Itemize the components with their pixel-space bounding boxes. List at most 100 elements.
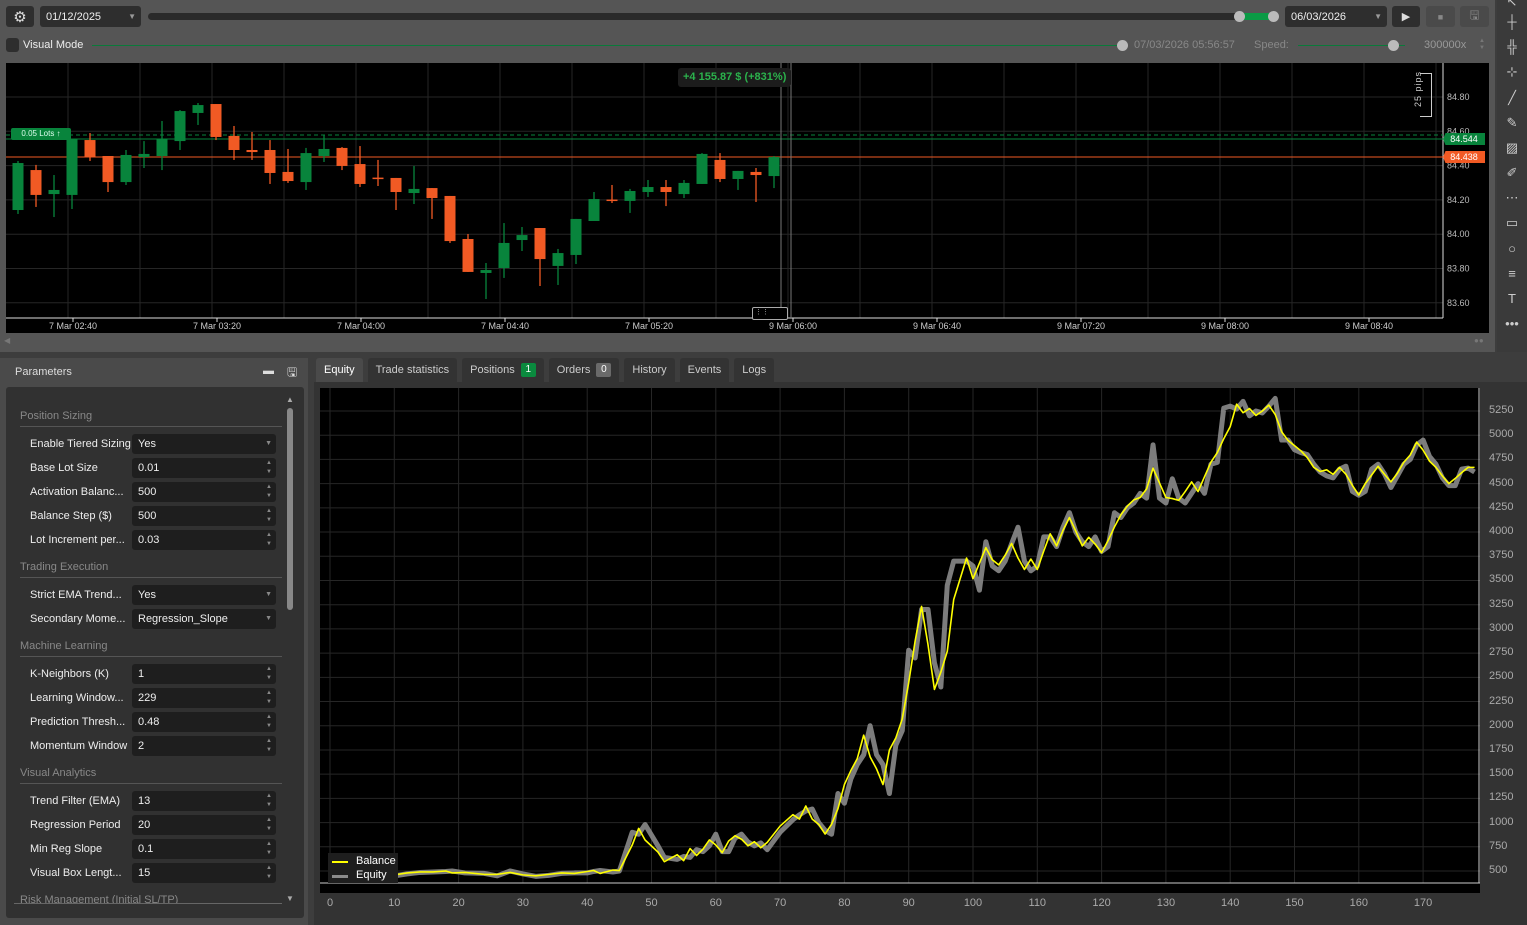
spinner-arrows-icon[interactable]: ▲ ▼ bbox=[266, 817, 272, 832]
scroll-right-icon[interactable]: ●● bbox=[1474, 336, 1484, 345]
stop-button[interactable]: ■ bbox=[1426, 6, 1455, 27]
parameter-input[interactable]: 2 ▲ ▼ bbox=[132, 736, 276, 756]
speed-handle[interactable] bbox=[1388, 40, 1399, 51]
tab-logs[interactable]: Logs bbox=[734, 358, 775, 382]
spinner-arrows-icon[interactable]: ▲ ▼ bbox=[266, 865, 272, 880]
spinner-arrows-icon[interactable]: ▲ ▼ bbox=[266, 714, 272, 729]
tab-count-badge: 1 bbox=[520, 363, 536, 377]
visual-progress-handle[interactable] bbox=[1117, 40, 1128, 51]
tab-equity[interactable]: Equity bbox=[316, 358, 363, 382]
chart-horizontal-scrollbar[interactable]: ◀ ●● bbox=[0, 336, 1495, 348]
more-icon[interactable]: ••• bbox=[1505, 316, 1519, 331]
parameter-label: Learning Window... bbox=[30, 692, 124, 704]
parameters-scrollbar-thumb[interactable] bbox=[287, 408, 293, 610]
candle-body bbox=[678, 182, 690, 195]
legend-balance-label: Balance bbox=[356, 855, 396, 867]
parameter-input[interactable]: 15 ▲ ▼ bbox=[132, 863, 276, 883]
scroll-down-icon[interactable]: ▼ bbox=[286, 894, 294, 903]
parameter-input[interactable]: 0.48 ▲ ▼ bbox=[132, 712, 276, 732]
start-date-dropdown[interactable]: 01/12/2025 ▼ bbox=[40, 6, 141, 27]
candle-body bbox=[264, 149, 276, 173]
spinner-arrows-icon[interactable]: ▲ ▼ bbox=[266, 690, 272, 705]
spinner-arrows-icon[interactable]: ▲ ▼ bbox=[266, 532, 272, 547]
time-scroll-handle[interactable]: ⋮⋮ bbox=[752, 307, 788, 320]
play-button[interactable]: ▶ bbox=[1392, 6, 1420, 27]
y-tick-label: 3250 bbox=[1489, 597, 1514, 610]
end-date-dropdown[interactable]: 06/03/2026 ▼ bbox=[1285, 6, 1387, 27]
parameter-input[interactable]: 0.1 ▲ ▼ bbox=[132, 839, 276, 859]
x-tick-label: 70 bbox=[773, 897, 787, 909]
candle-body bbox=[48, 189, 60, 195]
candle-body bbox=[444, 195, 456, 242]
scroll-left-icon[interactable]: ◀ bbox=[4, 336, 11, 345]
y-tick-label: 4750 bbox=[1489, 452, 1514, 465]
parameter-input[interactable]: 229 ▲ ▼ bbox=[132, 688, 276, 708]
parameter-input[interactable]: 1 ▲ ▼ bbox=[132, 664, 276, 684]
price-chart[interactable]: 84.80 84.60 84.40 84.20 84.00 83.80 83.60 7 Mar… bbox=[6, 63, 1489, 333]
time-tick-label: 9 Mar 06:40 bbox=[913, 321, 961, 331]
spinner-arrows-icon[interactable]: ▲ ▼ bbox=[266, 841, 272, 856]
rectangle-icon[interactable]: ▭ bbox=[1505, 215, 1519, 230]
tab-history[interactable]: History bbox=[624, 358, 675, 382]
tab-trade-statistics[interactable]: Trade statistics bbox=[367, 358, 458, 382]
period-end-handle[interactable] bbox=[1268, 11, 1279, 22]
speed-slider[interactable] bbox=[1298, 45, 1405, 46]
spinner-arrows-icon[interactable]: ▲ ▼ bbox=[266, 666, 272, 681]
cursor-box-icon[interactable]: ⊹ bbox=[1506, 64, 1518, 79]
period-slider-track[interactable] bbox=[148, 13, 1278, 20]
visual-mode-checkbox[interactable] bbox=[6, 38, 19, 52]
spinner-arrows-icon[interactable]: ▲ ▼ bbox=[266, 460, 272, 475]
text-icon[interactable]: T bbox=[1508, 291, 1516, 306]
spinner-arrows-icon[interactable]: ▲ ▼ bbox=[266, 793, 272, 808]
speed-spinner[interactable]: ▲ ▼ bbox=[1479, 38, 1485, 51]
cursor-icon[interactable]: ↖ bbox=[1506, 0, 1518, 9]
pencil-icon[interactable]: ✐ bbox=[1506, 165, 1518, 180]
parameter-select[interactable]: Yes ▼ bbox=[132, 434, 276, 454]
save-parameters-icon[interactable]: 🖫 bbox=[287, 365, 298, 379]
parameter-value: 15 bbox=[138, 867, 151, 879]
parameter-input[interactable]: 0.01 ▲ ▼ bbox=[132, 458, 276, 478]
parameter-select[interactable]: Regression_Slope ▼ bbox=[132, 609, 276, 629]
visual-progress-track[interactable] bbox=[92, 45, 1122, 46]
y-tick-label: 2000 bbox=[1489, 718, 1514, 731]
x-tick-label: 50 bbox=[645, 897, 658, 909]
hatch-icon[interactable]: ▨ bbox=[1505, 140, 1519, 155]
parameter-input[interactable]: 0.03 ▲ ▼ bbox=[132, 530, 276, 550]
parameter-label: Visual Box Lengt... bbox=[30, 867, 122, 879]
brush-icon[interactable]: ✎ bbox=[1506, 115, 1518, 130]
tab-positions[interactable]: Positions 1 bbox=[462, 358, 544, 382]
parameter-input[interactable]: 20 ▲ ▼ bbox=[132, 815, 276, 835]
tab-orders[interactable]: Orders 0 bbox=[548, 358, 620, 382]
open-folder-icon[interactable]: ▬ bbox=[263, 365, 274, 377]
y-tick-label: 3750 bbox=[1489, 549, 1514, 562]
parameter-value: 229 bbox=[138, 692, 157, 704]
spinner-arrows-icon[interactable]: ▲ ▼ bbox=[266, 738, 272, 753]
parameter-value: 20 bbox=[138, 819, 151, 831]
crosshair-icon[interactable]: ┼ bbox=[1507, 14, 1517, 29]
time-tick-label: 9 Mar 08:00 bbox=[1201, 321, 1249, 331]
tab-events[interactable]: Events bbox=[679, 358, 730, 382]
spinner-arrows-icon[interactable]: ▲ ▼ bbox=[266, 484, 272, 499]
crosshair-plus-icon[interactable]: ╬ bbox=[1507, 39, 1517, 54]
fib-icon[interactable]: ≡ bbox=[1508, 266, 1516, 281]
x-tick-label: 100 bbox=[963, 897, 983, 909]
line-icon[interactable]: ╱ bbox=[1508, 90, 1516, 105]
parameter-input[interactable]: 500 ▲ ▼ bbox=[132, 506, 276, 526]
position-lots-label[interactable]: 0.05 Lots ↑ bbox=[11, 128, 71, 140]
x-tick-label: 160 bbox=[1349, 897, 1368, 909]
candle-body bbox=[66, 139, 78, 195]
y-tick-label: 5250 bbox=[1489, 404, 1514, 416]
parameter-select[interactable]: Yes ▼ bbox=[132, 585, 276, 605]
candle-body bbox=[552, 253, 564, 266]
parameter-input[interactable]: 13 ▲ ▼ bbox=[132, 791, 276, 811]
scroll-up-icon[interactable]: ▲ bbox=[286, 395, 294, 404]
parameter-input[interactable]: 500 ▲ ▼ bbox=[132, 482, 276, 502]
section-header: Machine Learning bbox=[20, 635, 282, 657]
spinner-arrows-icon[interactable]: ▲ ▼ bbox=[266, 508, 272, 523]
y-tick-label: 1500 bbox=[1489, 767, 1514, 780]
dotted-lines-icon[interactable]: ⋯ bbox=[1505, 190, 1519, 205]
settings-button[interactable]: ⚙ bbox=[6, 6, 34, 27]
save-button[interactable]: 🖫 bbox=[1460, 6, 1489, 27]
circle-icon[interactable]: ○ bbox=[1508, 241, 1516, 256]
period-start-handle[interactable] bbox=[1234, 11, 1245, 22]
